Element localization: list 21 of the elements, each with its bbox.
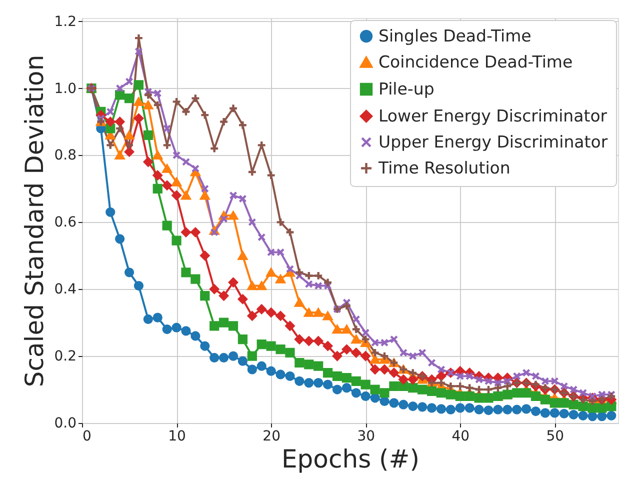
y-tick-label: 0.4: [54, 282, 77, 298]
x-tick-label: 10: [168, 428, 186, 444]
y-tick-label: 0.8: [54, 148, 76, 164]
legend-label: Lower Energy Discriminator: [378, 106, 608, 126]
x-tick-label: 20: [262, 428, 280, 444]
x-tick-label: 30: [357, 428, 376, 444]
y-tick-label: 0.0: [54, 416, 76, 432]
legend-label: Singles Dead-Time: [378, 26, 532, 46]
legend-label: Coincidence Dead-Time: [378, 52, 573, 72]
x-tick-label: 40: [452, 428, 470, 444]
legend-label: Upper Energy Discriminator: [378, 132, 608, 152]
y-axis-title: Scaled Standard Deviation: [20, 54, 50, 388]
x-tick-label: 50: [546, 428, 564, 444]
y-tick-label: 1.0: [54, 80, 76, 97]
legend-label: Time Resolution: [378, 158, 510, 178]
legend-label: Pile-up: [378, 79, 434, 98]
x-tick-label: 0: [82, 428, 92, 444]
y-tick-label: 0.6: [54, 214, 77, 231]
y-tick-label: 1.2: [54, 14, 76, 30]
y-tick-label: 0.2: [54, 348, 76, 365]
x-axis-title: Epochs (#): [282, 444, 420, 474]
